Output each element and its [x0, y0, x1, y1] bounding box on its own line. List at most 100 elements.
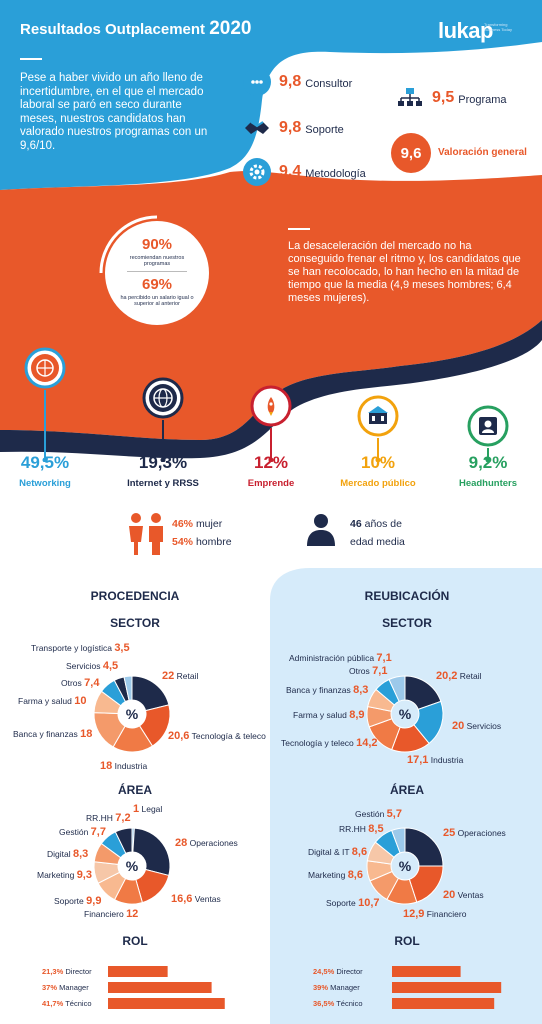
score-value: 9,8 — [279, 119, 302, 136]
pie-label: 20,6 Tecnología & teleco — [168, 730, 266, 742]
right-section-title: REUBICACIÓN — [364, 589, 450, 603]
rol-bar — [392, 966, 461, 977]
score-soporte: 9,8 Soporte — [243, 114, 344, 142]
gender-icon — [126, 512, 166, 561]
recommend-text: recomiendan nuestros programas — [129, 255, 185, 267]
rol-label: 36,5% Técnico — [313, 999, 363, 1008]
channel-pct: 12% — [253, 453, 289, 472]
rol-label: 41,7% Técnico — [42, 999, 92, 1008]
pie-label: Farma y salud 10 — [18, 695, 87, 707]
pie-label: Administración pública 7,1 — [289, 652, 392, 664]
age-stats: 46 años de edad media — [350, 517, 405, 549]
page-title: Resultados Outplacement 2020 — [20, 18, 252, 40]
channel-icon-pin — [462, 404, 514, 467]
channel-3: 10% Mercado público — [326, 453, 430, 489]
right-area-title: ÁREA — [389, 783, 424, 797]
rol-bar — [108, 982, 212, 993]
age-value: 46 — [350, 518, 362, 530]
pie-slice — [132, 827, 171, 877]
logo: lukap — [438, 18, 493, 43]
channel-name: Internet y RRSS — [127, 478, 199, 489]
pie-label: 1 Legal — [133, 803, 163, 815]
score-value: 9,5 — [432, 89, 455, 106]
age-label1: años de — [364, 518, 402, 530]
channel-name: Networking — [19, 478, 71, 489]
channel-pct: 9,2% — [468, 453, 508, 472]
rocket-icon — [250, 385, 292, 463]
pie-label: Banca y finanzas 18 — [13, 728, 93, 740]
pie-label: Digital 8,3 — [47, 848, 89, 860]
intro-divider — [20, 58, 42, 60]
pie-label: RR.HH 8,5 — [339, 823, 384, 835]
pie-label: 20,2 Retail — [436, 670, 482, 682]
intro-text: Pese a haber vivido un año lleno de ince… — [20, 72, 208, 152]
pie-label: Tecnología y teleco 14,2 — [281, 737, 378, 749]
pie-center-label: % — [126, 858, 139, 874]
right-sector-title: SECTOR — [382, 616, 432, 630]
channel-icon-pin — [245, 384, 297, 467]
right-rol-title: ROL — [394, 934, 420, 948]
score-label: Soporte — [305, 124, 344, 136]
channel-pct: 10% — [360, 453, 396, 472]
men-label: hombre — [195, 536, 232, 548]
score-value: 9,8 — [279, 73, 302, 90]
pie-center-label: % — [126, 706, 139, 722]
score-value: 9,4 — [279, 163, 302, 180]
pie-label: 22 Retail — [162, 670, 199, 682]
left-rol-title: ROL — [122, 934, 148, 948]
pie-label: Financiero 12 — [84, 908, 139, 920]
score-label: Metodología — [305, 168, 366, 180]
decel-divider — [288, 228, 310, 230]
gender-stats: 46% mujer 54% hombre — [172, 517, 232, 549]
left-area-title: ÁREA — [117, 783, 152, 797]
pie-label: RR.HH 7,2 — [86, 812, 131, 824]
channel-pct: 49,5% — [20, 453, 70, 472]
pie-label: Marketing 9,3 — [37, 869, 92, 881]
pie-label: Gestión 5,7 — [355, 808, 402, 820]
network-icon — [24, 347, 66, 463]
person-badge-icon — [467, 405, 509, 463]
gear-icon — [243, 158, 271, 186]
rol-label: 37% Manager — [42, 983, 89, 992]
channel-icon-pin — [352, 394, 404, 467]
pie-center-label: % — [399, 706, 412, 722]
pie-label: Otros 7,4 — [61, 677, 100, 689]
overall-label: Valoración general — [438, 147, 527, 158]
pie-label: 18 Industria — [100, 760, 148, 772]
globe-icon — [142, 377, 184, 463]
pie-label: Farma y salud 8,9 — [293, 709, 365, 721]
channel-name: Emprende — [247, 478, 295, 489]
left-sector-title: SECTOR — [110, 616, 160, 630]
pie-label: Banca y finanzas 8,3 — [286, 684, 369, 696]
pie-label: 12,9 Financiero — [403, 908, 467, 920]
score-metodologia: 9,4 Metodología — [243, 158, 366, 186]
pie-label: Transporte y logística 3,5 — [31, 642, 130, 654]
pie-label: 17,1 Industria — [407, 754, 464, 766]
pie-label: 28 Operaciones — [175, 837, 238, 849]
age-label2: edad media — [350, 536, 405, 548]
pie-label: 20 Ventas — [443, 889, 484, 901]
pie-slice — [114, 827, 133, 855]
pie-center-label: % — [399, 858, 412, 874]
rol-label: 39% Manager — [313, 983, 360, 992]
rol-label: 21,3% Director — [42, 967, 92, 976]
rol-bar — [392, 998, 495, 1009]
pie-label: Soporte 9,9 — [54, 895, 102, 907]
pie-label: Servicios 4,5 — [66, 660, 119, 672]
pie-label: 25 Operaciones — [443, 827, 506, 839]
score-label: Programa — [458, 94, 507, 106]
org-chart-icon — [396, 84, 424, 112]
pie-label: 16,6 Ventas — [171, 893, 221, 905]
score-consultor: 9,8 Consultor — [243, 68, 352, 96]
logo-subtitle: Transforming Business Today — [484, 22, 512, 32]
channel-name: Headhunters — [458, 478, 518, 489]
left-section-title: PROCEDENCIA — [90, 589, 180, 603]
channel-icon-pin — [19, 346, 71, 467]
title-year: 2020 — [209, 18, 252, 39]
circle-divider — [127, 271, 187, 272]
channel-name: Mercado público — [340, 478, 416, 489]
pie-label: Soporte 10,7 — [326, 897, 380, 909]
pie-label: Otros 7,1 — [349, 665, 388, 677]
pie-slice — [123, 675, 133, 701]
